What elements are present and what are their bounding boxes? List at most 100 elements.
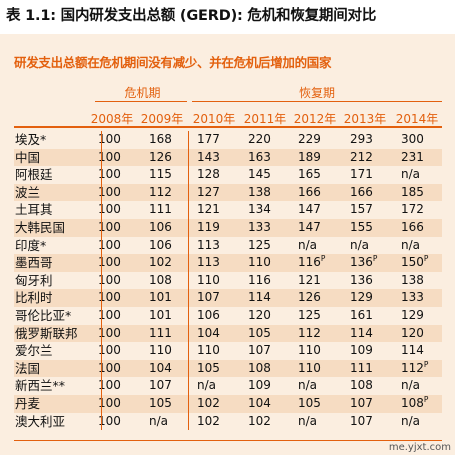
value-text: n/a — [401, 378, 421, 393]
value-cell: 165 — [298, 166, 321, 184]
value-cell: 107 — [248, 342, 271, 360]
value-text: 157 — [350, 202, 373, 217]
value-text: 108 — [149, 272, 172, 287]
column-separator — [101, 271, 102, 290]
provisional-marker: P — [423, 359, 429, 369]
group-header-recovery: 恢复期 — [298, 86, 335, 100]
value-cell: 100 — [98, 237, 121, 255]
value-text: 112 — [401, 360, 424, 375]
value-cell: 113 — [197, 237, 220, 255]
value-cell: 100 — [98, 325, 121, 343]
column-separator — [101, 201, 102, 219]
value-cell: 107 — [197, 289, 220, 307]
value-text: 172 — [401, 202, 424, 217]
value-text: 133 — [248, 219, 271, 234]
value-cell: 212 — [350, 149, 373, 167]
value-cell: 166 — [298, 184, 321, 202]
value-cell: 100 — [98, 289, 121, 307]
year-header: 2009年 — [140, 112, 184, 126]
table-row: 中国 100 126 143 163 189 212 231 — [14, 148, 442, 167]
value-text: 100 — [98, 378, 121, 393]
value-text: 127 — [197, 184, 220, 199]
value-cell: 231 — [401, 149, 424, 167]
country-cell: 大韩民国 — [15, 219, 66, 235]
value-cell: 110 — [298, 360, 321, 378]
value-cell: 138 — [248, 184, 271, 202]
value-text: 133 — [401, 290, 424, 305]
column-separator — [101, 394, 102, 413]
value-cell: 105 — [298, 395, 321, 413]
year-header: 2012年 — [293, 112, 337, 126]
value-cell: 161 — [350, 307, 373, 325]
value-cell: 293 — [350, 131, 373, 149]
value-cell: 110 — [149, 342, 172, 360]
value-cell: n/a — [298, 377, 317, 395]
table-subtitle: 研发支出总额在危机期间没有减少、并在危机后增加的国家 — [14, 55, 332, 70]
column-separator — [101, 359, 102, 378]
bottom-rule — [14, 440, 442, 441]
value-cell: 136P — [350, 254, 377, 272]
column-separator — [188, 289, 189, 307]
value-text: 189 — [298, 149, 321, 164]
value-text: 107 — [197, 290, 220, 305]
value-cell: 100 — [98, 377, 121, 395]
value-text: 108 — [248, 360, 271, 375]
value-text: 100 — [98, 360, 121, 375]
value-cell: 166 — [350, 184, 373, 202]
value-cell: 100 — [98, 149, 121, 167]
value-text: 106 — [197, 307, 220, 322]
group-header-crisis: 危机期 — [124, 86, 161, 100]
provisional-marker: P — [320, 254, 326, 264]
value-text: 110 — [298, 360, 321, 375]
value-cell: 109 — [248, 377, 271, 395]
value-cell: 128 — [197, 166, 220, 184]
value-text: 125 — [248, 237, 271, 252]
value-text: 163 — [248, 149, 271, 164]
value-text: n/a — [401, 167, 421, 182]
value-text: 128 — [197, 167, 220, 182]
column-separator — [188, 201, 189, 219]
value-text: n/a — [149, 413, 169, 428]
value-cell: 121 — [298, 272, 321, 290]
value-cell: n/a — [401, 377, 420, 395]
value-cell: 177 — [197, 131, 220, 149]
value-text: 171 — [350, 167, 373, 182]
value-cell: 120 — [248, 307, 271, 325]
value-cell: 157 — [350, 201, 373, 219]
value-cell: 112 — [298, 325, 321, 343]
column-separator — [101, 377, 102, 395]
value-cell: 155 — [350, 219, 373, 237]
country-cell: 俄罗斯联邦 — [15, 325, 78, 341]
value-text: 107 — [350, 413, 373, 428]
value-text: 166 — [401, 219, 424, 234]
value-cell: 109 — [350, 342, 373, 360]
value-text: 120 — [248, 307, 271, 322]
table-row: 俄罗斯联邦 100 111 104 105 112 114 120 — [14, 324, 442, 343]
value-cell: 136 — [350, 272, 373, 290]
column-separator — [101, 236, 102, 255]
value-cell: n/a — [401, 166, 420, 184]
value-cell: 126 — [298, 289, 321, 307]
value-cell: 102 — [197, 395, 220, 413]
value-cell: 102 — [197, 413, 220, 431]
value-text: 110 — [197, 272, 220, 287]
value-text: 114 — [401, 343, 424, 358]
value-text: 116 — [248, 272, 271, 287]
value-cell: 114 — [248, 289, 271, 307]
value-text: 143 — [197, 149, 220, 164]
value-cell: 121 — [197, 201, 220, 219]
value-cell: 166 — [401, 219, 424, 237]
value-cell: 163 — [248, 149, 271, 167]
column-separator — [101, 412, 102, 431]
watermark: me.yjxt.com — [388, 442, 451, 453]
value-text: 161 — [350, 307, 373, 322]
value-text: 100 — [98, 413, 121, 428]
value-text: 168 — [149, 132, 172, 146]
value-cell: 100 — [98, 131, 121, 149]
value-text: 120 — [401, 325, 424, 340]
value-text: 121 — [197, 202, 220, 217]
value-cell: 100 — [98, 219, 121, 237]
value-text: 102 — [149, 255, 172, 270]
value-text: 129 — [350, 290, 373, 305]
value-cell: 108 — [350, 377, 373, 395]
